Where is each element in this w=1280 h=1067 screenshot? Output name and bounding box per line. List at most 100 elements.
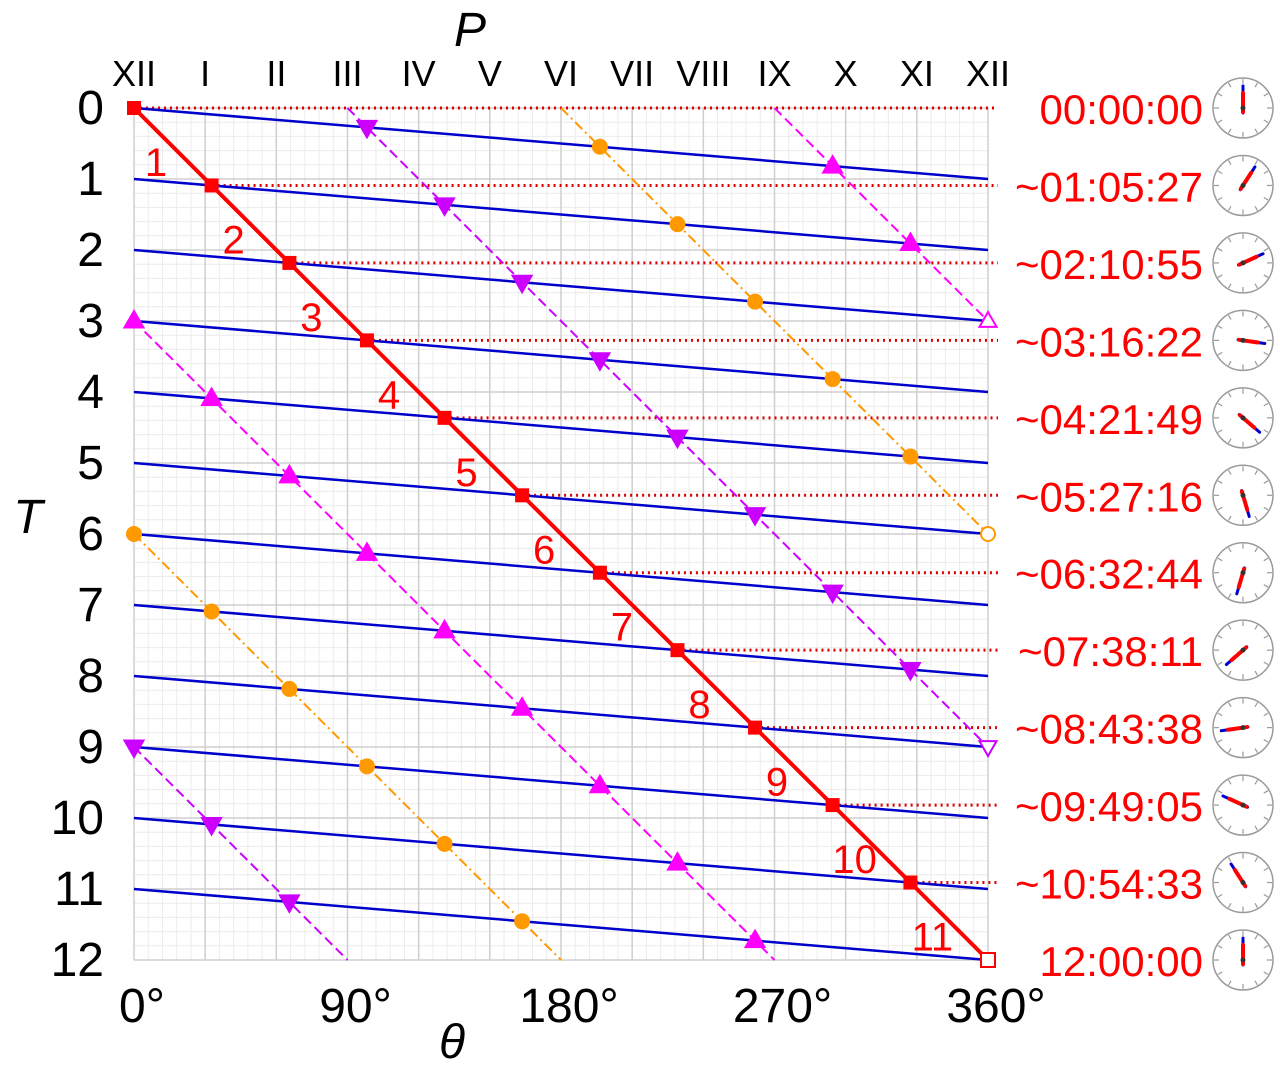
right-angle-marker-trailing-open bbox=[977, 740, 999, 759]
time-label: 12:00:00 bbox=[1040, 938, 1204, 985]
minute-hand-line bbox=[133, 390, 989, 465]
clock-tick bbox=[1263, 429, 1269, 433]
clock-tick bbox=[1217, 429, 1223, 433]
clock-tick bbox=[1217, 557, 1223, 562]
clock-tick bbox=[1254, 237, 1259, 243]
clock-pivot bbox=[1240, 647, 1246, 653]
top-tick-label: V bbox=[478, 53, 502, 94]
clock-tick bbox=[1227, 624, 1232, 630]
right-angle-marker-trailing bbox=[821, 584, 844, 605]
clock-pivot bbox=[1240, 182, 1246, 188]
clock-tick bbox=[1227, 82, 1232, 88]
y-tick-label: 8 bbox=[77, 650, 104, 703]
clock-tick bbox=[1254, 515, 1259, 521]
y-tick-label: 0 bbox=[77, 82, 104, 135]
minute-hand-line bbox=[133, 532, 989, 607]
overlap-number-label: 5 bbox=[455, 451, 477, 495]
overlap-marker bbox=[437, 410, 452, 425]
clock-tick bbox=[1263, 635, 1269, 639]
clock-tick bbox=[1227, 934, 1232, 940]
clock-tick bbox=[1263, 790, 1269, 794]
right-angle-marker-trailing bbox=[588, 352, 612, 372]
right-angle-marker-leading-open bbox=[977, 309, 999, 328]
time-label: ~01:05:27 bbox=[1015, 163, 1203, 210]
clock-tick bbox=[1263, 661, 1269, 666]
clock-tick bbox=[1227, 547, 1232, 553]
clock-tick bbox=[1254, 779, 1259, 785]
clock-tick bbox=[1217, 325, 1223, 329]
overlap-marker bbox=[748, 720, 763, 735]
clock-tick bbox=[1254, 980, 1259, 986]
y-tick-label: 11 bbox=[54, 863, 104, 916]
time-label: ~08:43:38 bbox=[1015, 706, 1203, 753]
top-axis-label: P bbox=[454, 4, 486, 57]
time-label: ~06:32:44 bbox=[1015, 551, 1203, 598]
clock-face-icon bbox=[1212, 619, 1274, 681]
clock-pivot bbox=[1240, 415, 1246, 421]
clock-tick bbox=[1227, 593, 1232, 599]
y-tick-label: 6 bbox=[77, 508, 104, 561]
top-tick-label: II bbox=[266, 53, 286, 94]
opposite-marker bbox=[669, 216, 686, 233]
clock-pivot bbox=[1240, 725, 1246, 731]
top-tick-label: XII bbox=[112, 53, 156, 94]
right-angle-marker-leading bbox=[899, 231, 922, 252]
clock-tick bbox=[1263, 119, 1269, 124]
clock-pivot bbox=[1240, 957, 1246, 963]
clock-tick bbox=[1254, 314, 1259, 320]
clock-face-icon bbox=[1212, 774, 1274, 836]
clock-tick bbox=[1263, 584, 1269, 588]
opposite-marker bbox=[436, 835, 453, 852]
opposite-marker bbox=[591, 138, 608, 155]
right-angle-marker-leading bbox=[821, 154, 844, 174]
y-tick-label: 5 bbox=[77, 437, 104, 490]
clock-tick bbox=[1217, 480, 1223, 484]
opposite-marker bbox=[358, 758, 375, 775]
clock-tick bbox=[1227, 670, 1232, 676]
y-tick-label: 9 bbox=[77, 721, 104, 774]
right-angle-marker-leading bbox=[433, 618, 456, 639]
top-tick-label: III bbox=[332, 53, 362, 94]
clock-tick bbox=[1217, 119, 1223, 124]
clock-tick bbox=[1263, 170, 1269, 174]
right-angle-marker-trailing bbox=[200, 816, 223, 837]
clock-tick bbox=[1263, 557, 1269, 562]
clock-tick bbox=[1263, 274, 1269, 278]
clock-tick bbox=[1227, 825, 1232, 831]
clock-tick bbox=[1254, 624, 1259, 630]
clock-tick bbox=[1217, 661, 1223, 666]
clock-tick bbox=[1217, 635, 1223, 639]
top-tick-label: XII bbox=[966, 53, 1010, 94]
y-axis-label: T bbox=[13, 491, 46, 544]
y-tick-label: 1 bbox=[77, 153, 104, 206]
minute-hand-line bbox=[133, 816, 989, 891]
overlap-number-label: 9 bbox=[766, 761, 788, 805]
right-angle-marker-trailing bbox=[899, 662, 922, 682]
opposite-marker bbox=[824, 371, 841, 388]
overlap-number-label: 3 bbox=[300, 296, 322, 340]
clock-tick bbox=[1263, 247, 1269, 252]
clock-tick bbox=[1263, 325, 1269, 329]
clock-tick bbox=[1263, 351, 1269, 356]
time-guide-lines bbox=[134, 106, 998, 885]
clock-tick bbox=[1217, 247, 1223, 252]
time-label: ~10:54:33 bbox=[1015, 861, 1203, 908]
right-angle-line-trailing bbox=[133, 746, 349, 961]
overlap-marker bbox=[980, 952, 996, 968]
clock-tick bbox=[1254, 205, 1259, 211]
markers bbox=[122, 101, 999, 968]
opposite-marker bbox=[281, 680, 298, 697]
clock-tick bbox=[1263, 712, 1269, 717]
clock-face-icon bbox=[1212, 929, 1274, 991]
overlap-number-label: 4 bbox=[378, 373, 400, 417]
clock-face-icon bbox=[1212, 541, 1274, 604]
clock-tick bbox=[1217, 739, 1223, 743]
y-tick-label: 4 bbox=[77, 366, 104, 419]
top-tick-label: VIII bbox=[676, 53, 730, 94]
right-angle-line-leading bbox=[133, 320, 776, 961]
right-angle-marker-leading bbox=[122, 308, 146, 329]
top-tick-label: IX bbox=[757, 53, 791, 94]
clock-tick bbox=[1254, 748, 1259, 754]
clock-tick bbox=[1263, 816, 1269, 821]
